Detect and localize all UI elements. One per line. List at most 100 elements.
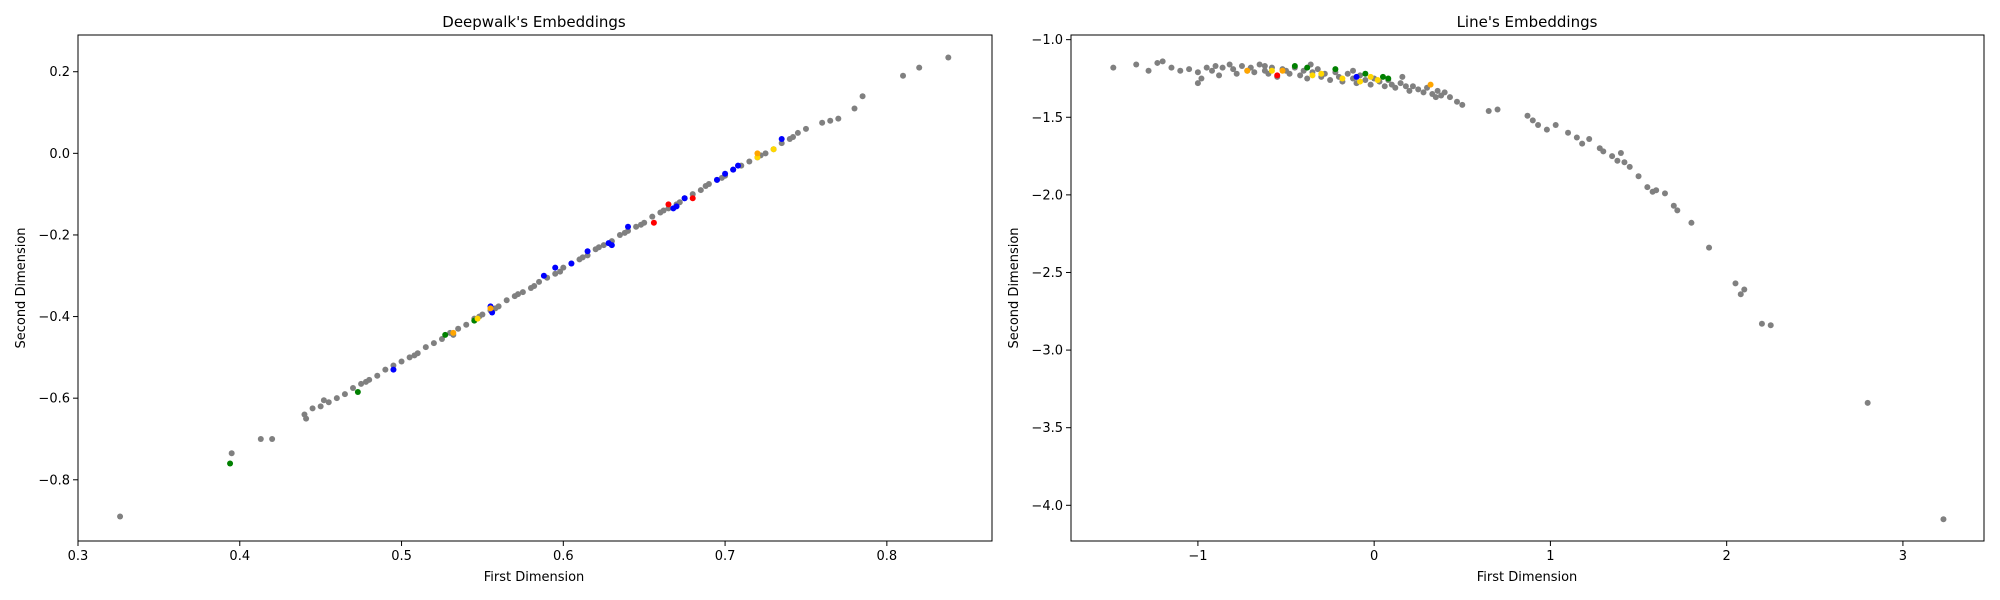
scatter-point [1609, 153, 1616, 160]
x-tick-label: 2 [1723, 549, 1731, 564]
scatter-point [1427, 81, 1434, 88]
scatter-point [1379, 73, 1386, 80]
scatter-point [802, 125, 809, 132]
scatter-point [616, 231, 623, 238]
scatter-point [649, 213, 656, 220]
scatter-point [309, 405, 316, 412]
y-tick-label: −0.4 [38, 310, 70, 325]
scatter-point [1737, 291, 1744, 298]
scatter-point [1133, 61, 1140, 68]
scatter-point [650, 219, 657, 226]
scatter-point [1194, 80, 1201, 87]
scatter-point [1261, 63, 1268, 70]
scatter-point [492, 305, 499, 312]
scatter-point [1279, 67, 1286, 74]
scatter-point [916, 64, 923, 71]
scatter-points-group [117, 54, 952, 520]
scatter-point [1586, 135, 1593, 142]
x-axis-ticks: −1 0 1 2 3 [1188, 541, 1907, 564]
scatter-point [1154, 59, 1161, 66]
chart-title: Line's Embeddings [1457, 13, 1598, 31]
scatter-point [1758, 320, 1765, 327]
scatter-point [1385, 75, 1392, 82]
scatter-point [1600, 148, 1607, 155]
y-tick-label: −2.5 [1031, 266, 1063, 281]
scatter-point [1238, 63, 1245, 70]
scatter-point [1367, 81, 1374, 88]
scatter-point [474, 315, 481, 322]
scatter-point [1203, 64, 1210, 71]
scatter-point [1626, 163, 1633, 170]
x-tick-label: 0.4 [229, 549, 250, 564]
scatter-point [1415, 86, 1422, 93]
scatter-point [362, 378, 369, 385]
scatter-point [515, 291, 522, 298]
scatter-point [595, 244, 602, 251]
scatter-point [1309, 72, 1316, 79]
scatter-point [422, 344, 429, 351]
scatter-point [438, 336, 445, 343]
plot-frame [77, 34, 993, 542]
y-tick-label: 0.2 [49, 65, 70, 80]
scatter-point [257, 435, 264, 442]
scatter-point [442, 331, 449, 338]
x-tick-label: 0.7 [715, 549, 736, 564]
scatter-point [1644, 184, 1651, 191]
y-axis-ticks: −4.0 −3.5 −3.0 −2.5 −2.0 −1.5 −1.0 [1031, 33, 1071, 514]
deepwalk-panel: Deepwalk's Embeddings 0.3 0.4 0.5 0.6 0.7 0.8… [14, 13, 993, 585]
scatter-point [762, 150, 769, 157]
scatter-point [1268, 67, 1275, 74]
scatter-point [673, 203, 680, 210]
scatter-point [1219, 64, 1226, 71]
scatter-point [633, 223, 640, 230]
scatter-point [1274, 72, 1281, 79]
chart-title: Deepwalk's Embeddings [442, 13, 626, 31]
scatter-point [1233, 70, 1240, 77]
scatter-point [503, 297, 510, 304]
scatter-point [608, 242, 615, 249]
scatter-point [1362, 70, 1369, 77]
scatter-point [398, 358, 405, 365]
scatter-point [1216, 72, 1223, 79]
x-tick-label: 0.6 [553, 549, 574, 564]
y-tick-label: −2.0 [1031, 188, 1063, 203]
scatter-point [665, 201, 672, 208]
x-tick-label: 3 [1899, 549, 1907, 564]
scatter-point [676, 199, 683, 206]
y-tick-label: −3.0 [1031, 344, 1063, 359]
y-tick-label: −0.2 [38, 228, 70, 243]
scatter-point [1357, 78, 1364, 85]
scatter-point [1402, 83, 1409, 90]
scatter-point [227, 460, 234, 467]
scatter-point [117, 513, 124, 520]
scatter-point [374, 372, 381, 379]
scatter-point [1706, 244, 1713, 251]
scatter-point [463, 321, 470, 328]
scatter-point [579, 254, 586, 261]
scatter-point [1198, 75, 1205, 82]
scatter-point [1767, 322, 1774, 329]
scatter-point [1653, 187, 1660, 194]
scatter-point [1304, 64, 1311, 71]
scatter-point [1353, 73, 1360, 80]
scatter-point [1209, 67, 1216, 74]
scatter-point [1940, 516, 1947, 523]
scatter-point [552, 264, 559, 271]
scatter-point [1434, 87, 1441, 94]
scatter-point [1617, 149, 1624, 156]
scatter-point [1177, 67, 1184, 74]
x-tick-label: 0 [1370, 549, 1378, 564]
scatter-point [819, 119, 826, 126]
scatter-point [1552, 122, 1559, 129]
scatter-point [1350, 67, 1357, 74]
x-tick-label: 0.5 [391, 549, 412, 564]
line-panel: Line's Embeddings −1 0 1 2 3 −4.0 −3.5 −3.0 −2.… [1007, 13, 1985, 585]
scatter-point [228, 450, 235, 457]
y-tick-label: −0.8 [38, 473, 70, 488]
scatter-point [1565, 129, 1572, 136]
scatter-points-group [1110, 58, 1947, 523]
scatter-point [702, 182, 709, 189]
y-tick-label: −4.0 [1031, 499, 1063, 514]
scatter-point [681, 195, 688, 202]
